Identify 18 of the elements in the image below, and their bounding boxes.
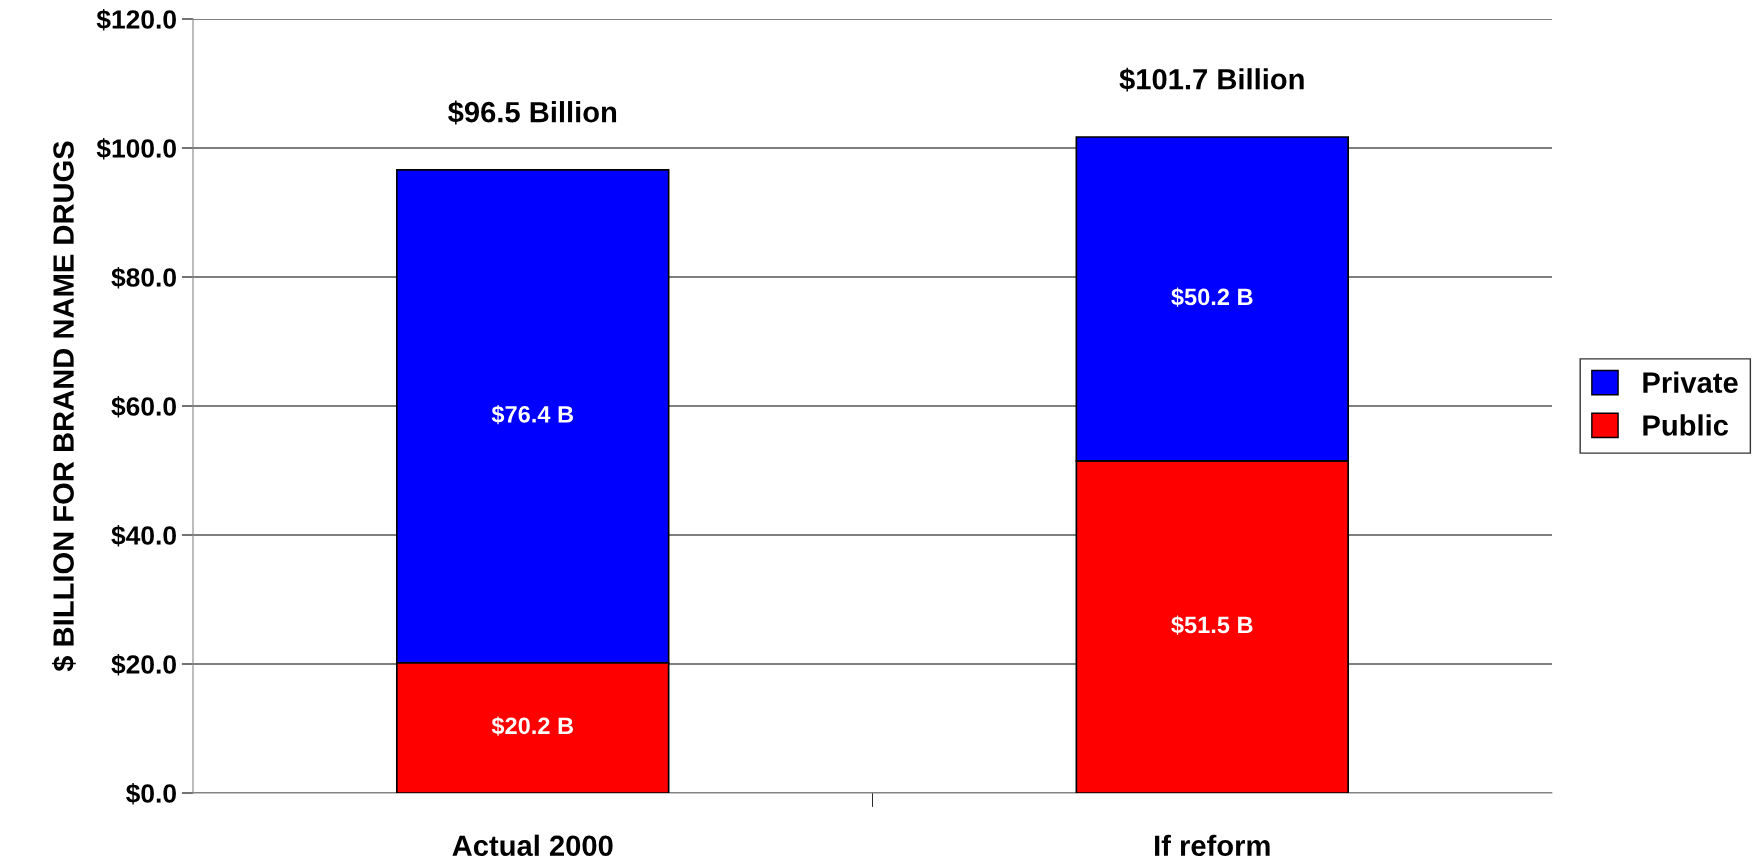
y-tick-label: $0.0 xyxy=(126,782,176,805)
y-tick-label: $40.0 xyxy=(111,524,176,547)
data-label: $50.2 B xyxy=(1171,287,1253,307)
total-label: $96.5 Billion xyxy=(448,100,617,125)
y-axis-title: $ BILLION FOR BRAND NAME DRUGS xyxy=(51,141,76,672)
y-tick-label: $80.0 xyxy=(111,266,176,289)
data-label: $76.4 B xyxy=(491,404,574,425)
y-tick-label: $100.0 xyxy=(96,137,176,160)
x-tick-label: Actual 2000 xyxy=(452,834,613,857)
y-tick-label: $20.0 xyxy=(111,653,176,676)
data-label: $20.2 B xyxy=(491,716,574,736)
x-tick-label: If reform xyxy=(1155,834,1270,857)
total-label: $101.7 Billion xyxy=(1119,67,1304,92)
data-label: $51.5 B xyxy=(1171,615,1253,635)
y-tick-label: $120.0 xyxy=(96,8,176,31)
legend-label: Public xyxy=(1643,414,1729,436)
legend-label: Private xyxy=(1643,371,1738,393)
y-tick-label: $60.0 xyxy=(111,395,176,418)
